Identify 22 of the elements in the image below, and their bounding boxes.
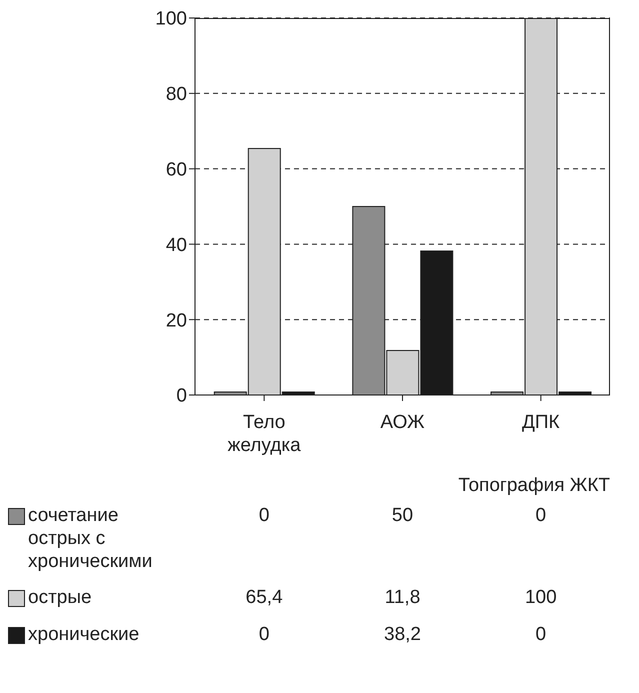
- data-label: 100: [524, 587, 558, 610]
- data-label: 38,2: [383, 624, 422, 648]
- y-tick-label: 80: [166, 84, 187, 106]
- data-label: 0: [534, 505, 548, 528]
- x-tick-label: ДПК: [522, 412, 560, 434]
- legend-label: хронические: [28, 624, 140, 647]
- data-label: 0: [258, 505, 270, 528]
- y-tick-label: 0: [176, 386, 187, 407]
- y-tick-label: 100: [155, 8, 187, 30]
- x-tick-label: Тело желудка: [228, 412, 302, 456]
- data-label: 0: [258, 624, 270, 648]
- y-tick-label: 40: [166, 234, 187, 256]
- data-label: 65,4: [244, 587, 284, 610]
- data-label: 50: [390, 505, 414, 528]
- data-label: 0: [534, 624, 548, 648]
- x-tick-label: АОЖ: [380, 412, 426, 434]
- data-label: 11,8: [384, 587, 422, 610]
- x-axis-title: Топография ЖКТ: [457, 475, 610, 497]
- legend-label: сочетание острых с хроническими: [28, 505, 152, 574]
- y-tick-label: 60: [166, 160, 187, 181]
- legend-label: острые: [28, 587, 93, 610]
- y-tick-label: 20: [166, 310, 187, 332]
